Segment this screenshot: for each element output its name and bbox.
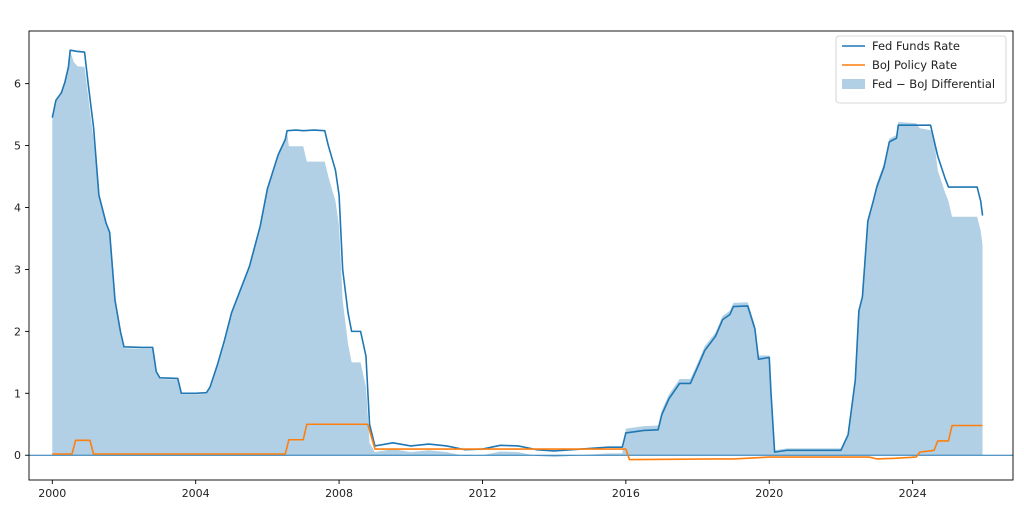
- x-tick-label: 2000: [38, 487, 66, 500]
- legend-label: Fed Funds Rate: [872, 39, 960, 53]
- x-tick-label: 2020: [755, 487, 783, 500]
- y-tick-label: 1: [14, 387, 21, 400]
- legend-swatch-area: [842, 79, 865, 89]
- y-tick-label: 2: [14, 325, 21, 338]
- axes-frame: [28, 30, 1014, 481]
- x-tick-label: 2004: [182, 487, 210, 500]
- x-tick-label: 2012: [468, 487, 496, 500]
- boj-policy-rate-line: [52, 423, 983, 461]
- y-tick-label: 0: [14, 449, 21, 462]
- y-tick-label: 5: [14, 140, 21, 153]
- legend: Fed Funds Rate BoJ Policy Rate Fed − BoJ D…: [835, 35, 1007, 104]
- plot-area: [29, 49, 1013, 461]
- x-tick-label: 2024: [899, 487, 927, 500]
- legend-label: BoJ Policy Rate: [872, 58, 957, 72]
- y-tick-label: 3: [14, 263, 21, 276]
- x-tick-label: 2008: [325, 487, 353, 500]
- fed-funds-rate-line: [51, 49, 984, 453]
- y-tick-label: 6: [14, 78, 21, 91]
- legend-box: [835, 35, 1007, 104]
- x-tick-label: 2016: [612, 487, 640, 500]
- axes: 2000 2004 2008 2012 2016 2020 2024 0 1 2 3 4 5 6: [14, 78, 927, 500]
- y-tick-label: 4: [14, 202, 21, 215]
- legend-label: Fed − BoJ Differential: [872, 77, 995, 91]
- differential-area: [52, 51, 983, 458]
